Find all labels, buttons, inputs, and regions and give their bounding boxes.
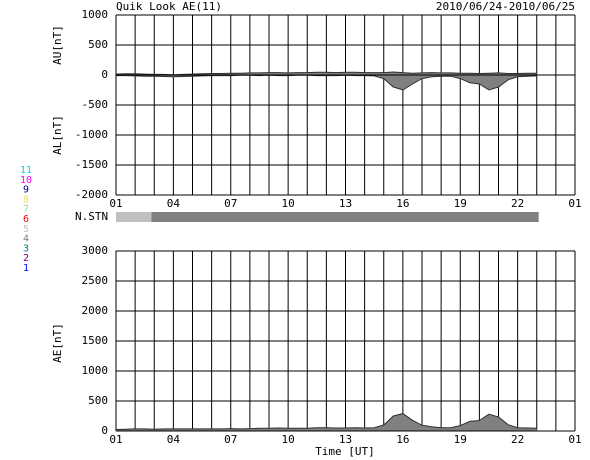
legend-label: 1 <box>23 263 29 274</box>
x-tick-label: 16 <box>396 433 409 446</box>
legend-label: 2 <box>23 253 29 264</box>
legend-label: 10 <box>20 175 32 186</box>
y-tick-label: 3000 <box>82 244 109 257</box>
y-tick-label: 500 <box>88 38 108 51</box>
x-tick-label: 01 <box>568 433 581 446</box>
y-tick-label: 500 <box>88 394 108 407</box>
y-tick-label: -1000 <box>75 128 108 141</box>
x-tick-label: 13 <box>339 197 352 210</box>
y-tick-label: 1000 <box>82 364 109 377</box>
x-tick-label: 04 <box>167 197 181 210</box>
x-tick-label: 10 <box>282 197 295 210</box>
legend-label: 9 <box>23 185 29 196</box>
legend-label: 7 <box>23 204 29 215</box>
station-bar <box>116 212 152 222</box>
x-tick-label: 01 <box>109 197 122 210</box>
x-tick-label: 22 <box>511 433 524 446</box>
y-tick-label: 0 <box>101 68 108 81</box>
y-axis-label: AL[nT] <box>51 115 64 155</box>
station-label: N.STN <box>75 210 108 223</box>
legend-label: 5 <box>23 224 29 235</box>
y-tick-label: 2500 <box>82 274 109 287</box>
x-tick-label: 07 <box>224 197 237 210</box>
y-tick-label: 0 <box>101 424 108 437</box>
y-axis-label: AE[nT] <box>51 323 64 363</box>
y-tick-label: 1500 <box>82 334 109 347</box>
x-tick-label: 10 <box>282 433 295 446</box>
y-axis-label: AU[nT] <box>51 25 64 65</box>
area-line <box>116 74 537 91</box>
y-tick-label: -2000 <box>75 188 108 201</box>
x-tick-label: 16 <box>396 197 409 210</box>
x-tick-label: 13 <box>339 433 352 446</box>
chart-title: Quik Look AE(11) <box>116 0 222 13</box>
legend-label: 4 <box>23 234 29 245</box>
x-tick-label: 04 <box>167 433 181 446</box>
legend-label: 8 <box>23 194 29 205</box>
legend-label: 11 <box>20 165 32 176</box>
station-bar <box>151 212 539 222</box>
legend-label: 6 <box>23 214 29 225</box>
x-tick-label: 01 <box>109 433 122 446</box>
x-tick-label: 22 <box>511 197 524 210</box>
date-range: 2010/06/24-2010/06/25 <box>436 0 575 13</box>
y-tick-label: 1000 <box>82 8 109 21</box>
x-axis-label: Time [UT] <box>315 445 375 458</box>
area-line <box>115 71 537 76</box>
x-tick-label: 19 <box>454 433 467 446</box>
x-tick-label: 07 <box>224 433 237 446</box>
y-tick-label: -500 <box>82 98 109 111</box>
area-line <box>115 413 537 430</box>
area-fill <box>116 75 537 90</box>
y-tick-label: -1500 <box>75 158 108 171</box>
y-tick-label: 2000 <box>82 304 109 317</box>
x-tick-label: 19 <box>454 197 467 210</box>
x-tick-label: 01 <box>568 197 581 210</box>
legend-label: 3 <box>23 243 29 254</box>
